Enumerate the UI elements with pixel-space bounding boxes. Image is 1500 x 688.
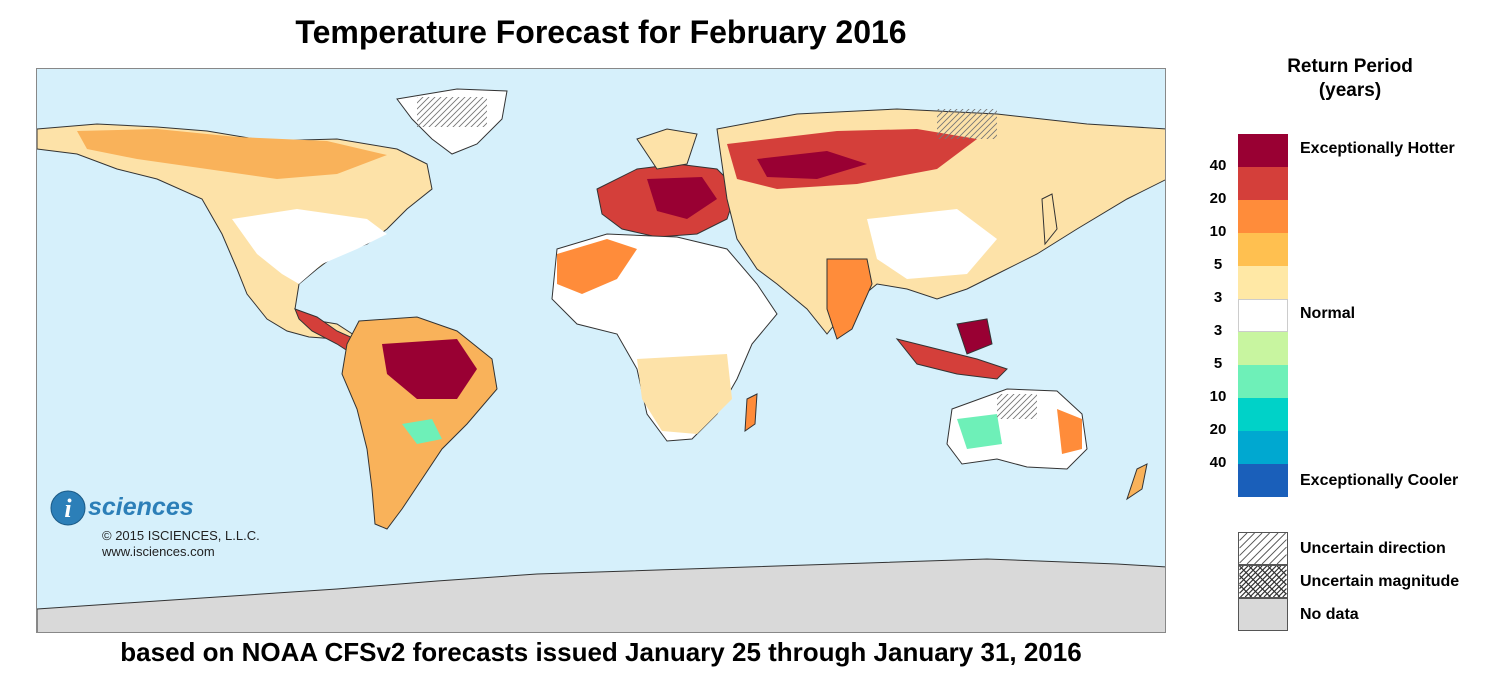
ramp-swatch xyxy=(1238,134,1288,167)
india xyxy=(826,258,873,340)
ramp-swatch xyxy=(1238,365,1288,398)
ramp-tick-label: 20 xyxy=(1209,421,1227,438)
uncertain-magnitude-swatch xyxy=(1238,565,1288,598)
indonesia xyxy=(895,338,1008,380)
copyright-text: © 2015 ISCIENCES, L.L.C. xyxy=(102,528,260,543)
legend-no-data: No data xyxy=(1300,606,1359,623)
ramp-tick-label: 10 xyxy=(1209,388,1227,405)
ramp-tick-label: 5 xyxy=(1213,355,1223,372)
madagascar xyxy=(744,393,758,433)
ramp-swatch xyxy=(1238,332,1288,365)
map-canvas xyxy=(37,69,1165,632)
map-subtitle: based on NOAA CFSv2 forecasts issued Jan… xyxy=(120,637,1082,667)
website-url: www.isciences.com xyxy=(102,544,215,559)
map-title: Temperature Forecast for February 2016 xyxy=(295,14,907,50)
ramp-tick-label: 10 xyxy=(1209,223,1227,240)
australia-cool xyxy=(957,414,1002,449)
ramp-swatch xyxy=(1238,398,1288,431)
africa-south-warm xyxy=(637,354,732,434)
legend-title: Return Period (years) xyxy=(1250,55,1450,103)
australia-warm xyxy=(1057,409,1082,454)
south-america-cool xyxy=(402,419,442,444)
world-map xyxy=(36,68,1166,633)
color-ramp xyxy=(1238,134,1288,497)
australia xyxy=(946,388,1088,470)
ramp-tick-label: 20 xyxy=(1209,190,1227,207)
ramp-swatch xyxy=(1238,464,1288,497)
legend-title-line2: (years) xyxy=(1318,80,1382,101)
ramp-tick-label: 3 xyxy=(1213,289,1223,306)
borneo xyxy=(956,318,993,355)
ramp-tick-label: 40 xyxy=(1209,454,1227,471)
isciences-logo-icon: i xyxy=(50,490,86,526)
ramp-swatch xyxy=(1238,167,1288,200)
ramp-swatch xyxy=(1238,431,1288,464)
asia-normal xyxy=(867,209,997,279)
legend-label-normal: Normal xyxy=(1300,305,1356,322)
scandinavia xyxy=(636,128,698,170)
antarctica xyxy=(37,558,1165,632)
legend-uncertain-direction: Uncertain direction xyxy=(1300,540,1446,557)
ramp-swatch xyxy=(1238,233,1288,266)
legend-label-cooler: Exceptionally Cooler xyxy=(1300,472,1459,489)
amazon-hot xyxy=(382,339,477,399)
ramp-tick-label: 3 xyxy=(1213,322,1223,339)
logo-wordmark: sciences xyxy=(88,493,194,521)
africa-north-warm xyxy=(557,239,637,294)
land-masses xyxy=(37,88,1165,632)
europe-core xyxy=(647,177,717,219)
no-data-swatch xyxy=(1238,598,1288,631)
new-zealand xyxy=(1126,463,1148,501)
legend-uncertain-magnitude: Uncertain magnitude xyxy=(1300,573,1460,590)
ramp-tick-label: 5 xyxy=(1213,256,1223,273)
logo-letter: i xyxy=(64,494,72,523)
uncertain-direction-swatch xyxy=(1238,532,1288,565)
ramp-tick-label: 40 xyxy=(1209,157,1227,174)
ramp-swatch xyxy=(1238,299,1288,332)
legend-title-line1: Return Period xyxy=(1287,56,1413,77)
russia-core xyxy=(757,151,867,179)
japan xyxy=(1041,193,1058,246)
ramp-swatch xyxy=(1238,266,1288,299)
north-america-warm xyxy=(77,129,387,179)
legend-label-hotter: Exceptionally Hotter xyxy=(1300,140,1455,157)
ramp-swatch xyxy=(1238,200,1288,233)
north-america-normal xyxy=(232,209,387,284)
